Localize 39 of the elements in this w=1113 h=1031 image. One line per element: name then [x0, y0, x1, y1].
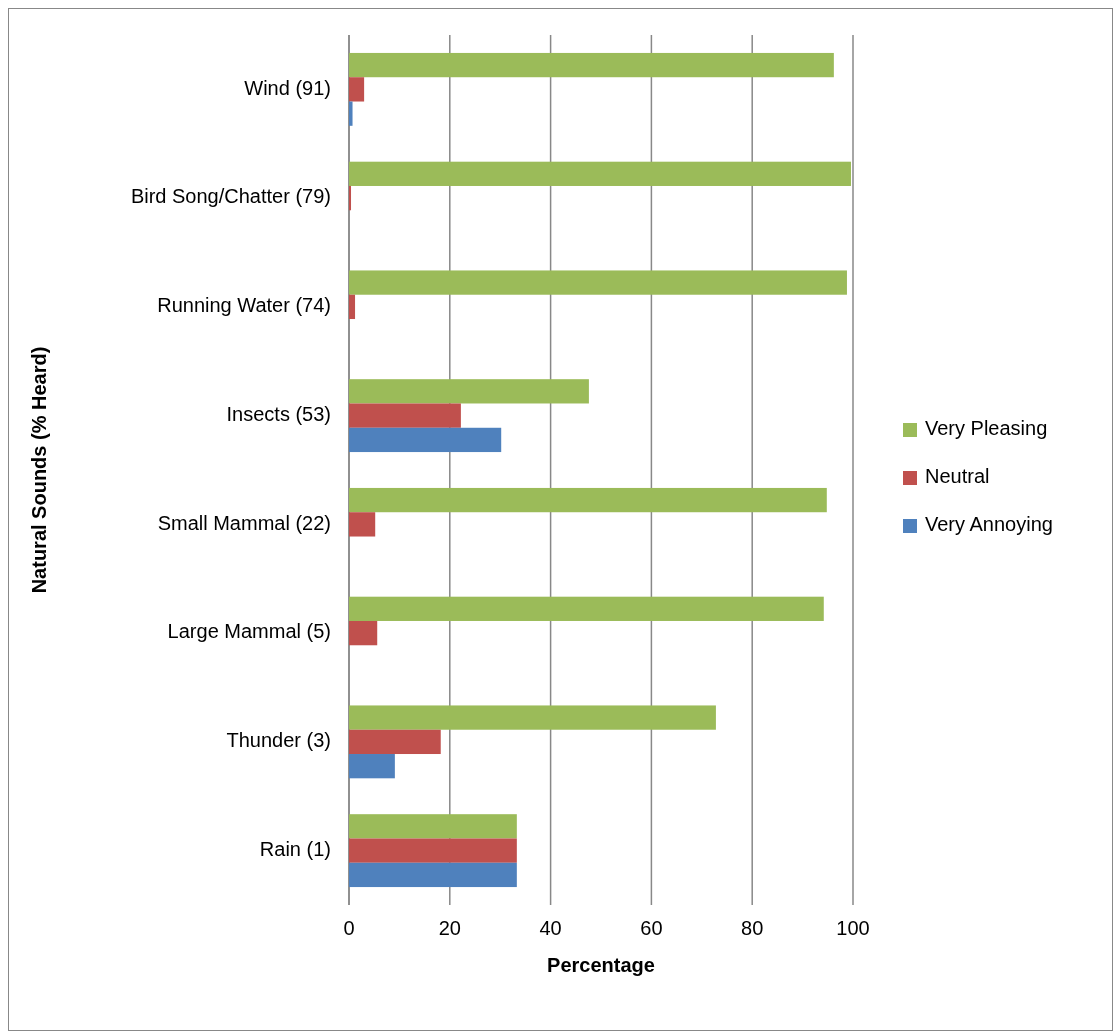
legend-label: Very Annoying	[925, 513, 1053, 536]
legend-label: Neutral	[925, 465, 990, 488]
y-tick-label: Large Mammal (5)	[167, 620, 331, 643]
legend-label: Very Pleasing	[925, 417, 1048, 440]
y-tick-label: Insects (53)	[226, 402, 331, 425]
bar	[349, 754, 395, 779]
x-axis-title: Percentage	[547, 954, 655, 976]
bar	[349, 487, 827, 513]
bar	[349, 596, 824, 621]
y-tick-label: Small Mammal (22)	[157, 511, 331, 534]
x-tick-label: 0	[343, 917, 355, 939]
bar	[349, 838, 517, 863]
x-tick-label: 40	[539, 917, 562, 939]
y-tick-label: Bird Song/Chatter (79)	[130, 185, 331, 208]
bar	[349, 512, 376, 537]
y-axis-title: Natural Sounds (% Heard)	[28, 346, 50, 594]
x-tick-label: 60	[640, 917, 663, 939]
bar	[349, 705, 716, 730]
x-tick-label: 80	[741, 917, 764, 939]
y-tick-label: Wind (91)	[244, 76, 331, 99]
x-tick-label: 20	[438, 917, 461, 939]
y-tick-label: Running Water (74)	[157, 294, 331, 317]
bar	[349, 161, 851, 186]
bar	[349, 101, 353, 126]
y-tick-label: Rain (1)	[259, 837, 331, 860]
bar	[349, 814, 517, 839]
bar	[349, 52, 834, 78]
bar	[349, 294, 356, 320]
bar	[349, 270, 847, 295]
bar	[349, 403, 461, 428]
x-tick-label: 100	[836, 917, 870, 939]
bar	[349, 77, 365, 102]
y-tick-label: Thunder (3)	[226, 729, 331, 752]
bar	[349, 427, 502, 453]
bar	[349, 185, 352, 211]
bar	[349, 862, 517, 888]
bar	[349, 729, 441, 755]
bar	[349, 379, 589, 404]
bar	[349, 620, 378, 646]
